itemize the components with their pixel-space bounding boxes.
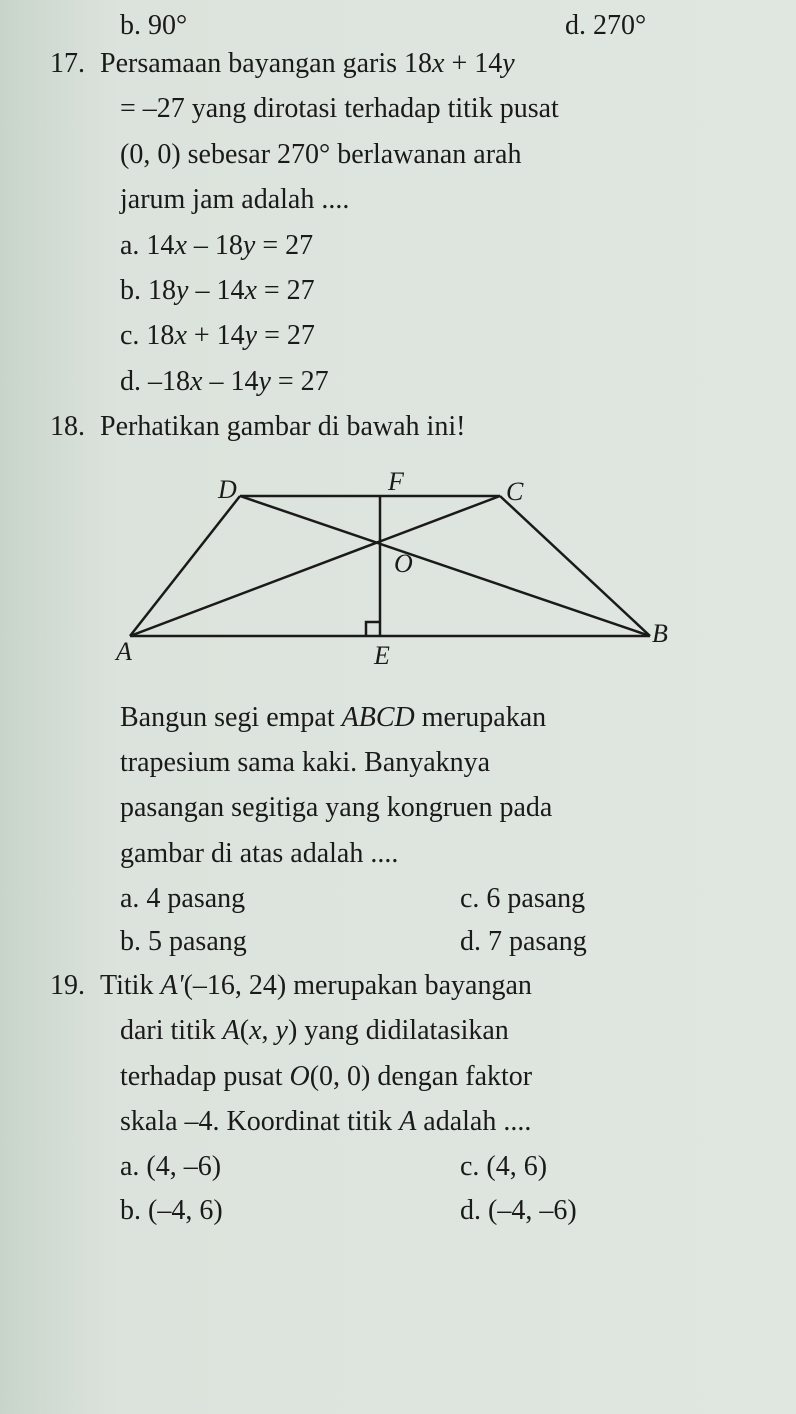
q19-opt-d: d. (–4, –6) xyxy=(460,1189,766,1232)
q18-line1: 18.Perhatikan gambar di bawah ini! xyxy=(50,405,766,448)
q19-text-l1: Titik A'(–16, 24) merupakan bayangan xyxy=(100,964,760,1007)
q17-text-l1: Persamaan bayangan garis 18x + 14y xyxy=(100,42,760,85)
q19-opts-row2: b. (–4, 6) d. (–4, –6) xyxy=(120,1189,766,1232)
q18-number: 18. xyxy=(50,405,100,448)
q19-opt-a: a. (4, –6) xyxy=(120,1145,460,1188)
q18-opt-c: c. 6 pasang xyxy=(460,877,766,920)
q17-opt-b: b. 18y – 14x = 27 xyxy=(120,269,766,312)
q18-opt-a: a. 4 pasang xyxy=(120,877,460,920)
svg-text:O: O xyxy=(394,549,413,578)
svg-text:A: A xyxy=(114,637,132,666)
svg-text:C: C xyxy=(506,477,524,506)
q18-opts-row1: a. 4 pasang c. 6 pasang xyxy=(120,877,766,920)
q18-opt-b: b. 5 pasang xyxy=(120,920,460,963)
svg-text:D: D xyxy=(217,475,237,504)
q19-opts-row1: a. (4, –6) c. (4, 6) xyxy=(120,1145,766,1188)
q19-opt-b: b. (–4, 6) xyxy=(120,1189,460,1232)
q18-text-l1: Perhatikan gambar di bawah ini! xyxy=(100,405,760,448)
q19-line1: 19.Titik A'(–16, 24) merupakan bayangan xyxy=(50,964,766,1007)
q17-text-l2: = –27 yang dirotasi terhadap titik pusat xyxy=(120,87,766,130)
q19-text-l3: terhadap pusat O(0, 0) dengan faktor xyxy=(120,1055,766,1098)
q16-fragment: b. 90° d. 270° xyxy=(120,10,766,42)
q16-opt-b: b. 90° xyxy=(120,10,565,42)
q18-text-l5: gambar di atas adalah .... xyxy=(120,832,766,875)
q18-opts-row2: b. 5 pasang d. 7 pasang xyxy=(120,920,766,963)
q18-opt-d: d. 7 pasang xyxy=(460,920,766,963)
q19-text-l2: dari titik A(x, y) yang didilatasikan xyxy=(120,1009,766,1052)
q18-diagram: A B C D E F O xyxy=(110,466,670,676)
q18-text-l2: Bangun segi empat ABCD merupakan xyxy=(120,696,766,739)
q19-opt-c: c. (4, 6) xyxy=(460,1145,766,1188)
q19-number: 19. xyxy=(50,964,100,1007)
q19-text-l4: skala –4. Koordinat titik A adalah .... xyxy=(120,1100,766,1143)
q17-opt-c: c. 18x + 14y = 27 xyxy=(120,314,766,357)
svg-text:E: E xyxy=(373,641,390,670)
q17-text-l3: (0, 0) sebesar 270° berlawanan arah xyxy=(120,133,766,176)
q16-opt-d: d. 270° xyxy=(565,10,766,42)
q17-line1: 17.Persamaan bayangan garis 18x + 14y xyxy=(50,42,766,85)
q18-text-l3: trapesium sama kaki. Banyaknya xyxy=(120,741,766,784)
q18-text-l4: pasangan segitiga yang kongruen pada xyxy=(120,786,766,829)
q17-number: 17. xyxy=(50,42,100,85)
q17-opt-a: a. 14x – 18y = 27 xyxy=(120,224,766,267)
svg-text:B: B xyxy=(652,619,668,648)
svg-text:F: F xyxy=(387,467,405,496)
q17-opt-d: d. –18x – 14y = 27 xyxy=(120,360,766,403)
q17-text-l4: jarum jam adalah .... xyxy=(120,178,766,221)
